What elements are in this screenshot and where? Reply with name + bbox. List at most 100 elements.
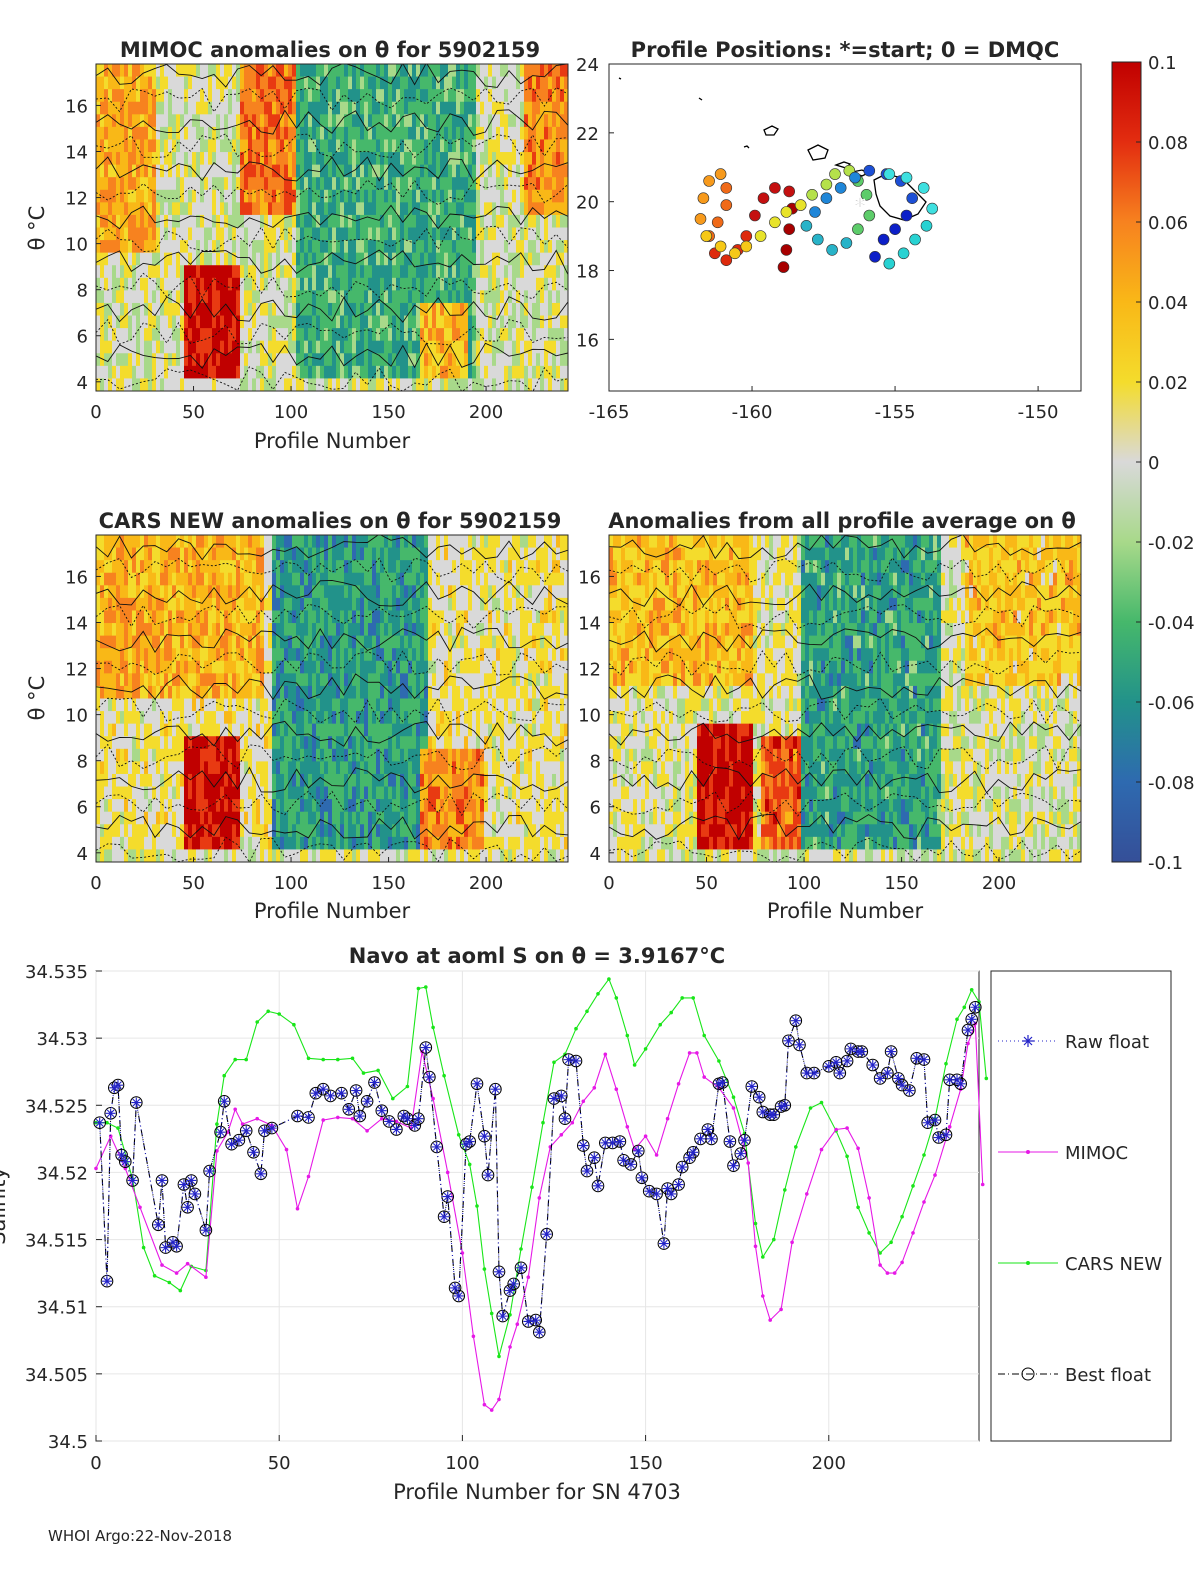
trajectory-marker	[781, 244, 792, 255]
x-tick-label: 150	[371, 402, 405, 423]
data-point	[725, 1137, 735, 1147]
data-point	[652, 1189, 662, 1199]
chart-y-tick-label: 34.525	[25, 1096, 88, 1117]
data-point	[688, 1051, 692, 1055]
data-point	[142, 1246, 146, 1250]
data-point	[922, 1153, 926, 1157]
trajectory-marker	[927, 203, 938, 214]
data-point	[527, 1275, 531, 1279]
data-point	[644, 1134, 648, 1138]
chart-y-tick-label: 34.52	[36, 1163, 88, 1184]
data-point	[255, 1117, 259, 1121]
positions-title: Profile Positions: *=start; 0 = DMQC	[631, 38, 1060, 62]
data-point	[509, 1279, 519, 1289]
data-point	[856, 1147, 860, 1151]
data-point	[490, 1084, 500, 1094]
y-tick-label: 6	[590, 798, 601, 819]
data-point	[948, 1125, 952, 1129]
trajectory-marker	[910, 234, 921, 245]
data-point	[442, 1074, 446, 1078]
data-point	[157, 1175, 167, 1185]
data-point	[677, 1082, 681, 1086]
trajectory-marker	[827, 244, 838, 255]
data-point	[626, 1125, 630, 1129]
data-point	[747, 1081, 757, 1091]
y-tick-label: 12	[65, 189, 88, 210]
data-point	[732, 1106, 736, 1110]
data-point	[615, 996, 619, 1000]
trajectory-marker	[807, 189, 818, 200]
trajectory-marker	[795, 200, 806, 211]
data-point	[296, 1207, 300, 1211]
mimoc-xlabel: Profile Number	[254, 429, 411, 453]
map-y-tick-label: 18	[576, 262, 599, 283]
data-point	[574, 1027, 578, 1031]
data-point	[479, 1131, 489, 1141]
map-y-tick-label: 16	[576, 330, 599, 351]
data-point	[424, 1072, 434, 1082]
data-point	[637, 1173, 647, 1183]
data-point	[702, 1034, 706, 1038]
data-point	[293, 1111, 303, 1121]
data-point	[431, 1097, 435, 1101]
trajectory-marker	[701, 231, 712, 242]
data-point	[95, 1118, 105, 1128]
trajectory-marker	[864, 165, 875, 176]
data-point	[911, 1231, 915, 1235]
data-point	[321, 1058, 325, 1062]
data-point	[607, 977, 611, 981]
data-point	[475, 1204, 479, 1208]
data-point	[160, 1263, 164, 1267]
legend-label: MIMOC	[1065, 1143, 1128, 1164]
data-point	[362, 1071, 366, 1075]
data-point	[204, 1275, 208, 1279]
y-tick-label: 16	[65, 96, 88, 117]
data-point	[677, 1162, 687, 1172]
data-point	[336, 1088, 346, 1098]
data-point	[571, 1121, 575, 1125]
data-point	[783, 1036, 793, 1046]
y-tick-label: 10	[65, 706, 88, 727]
data-point	[900, 1215, 904, 1219]
colorbar-tick-label: 0.08	[1148, 133, 1188, 154]
data-point	[443, 1192, 453, 1202]
data-point	[578, 1141, 588, 1151]
data-point	[215, 1122, 219, 1126]
y-tick-label: 4	[590, 844, 601, 865]
data-point	[468, 1163, 472, 1167]
data-point	[318, 1084, 328, 1094]
data-point	[94, 1167, 98, 1171]
y-tick-label: 10	[65, 235, 88, 256]
data-point	[608, 1138, 618, 1148]
legend-marker	[1026, 1150, 1030, 1154]
data-point	[963, 1006, 967, 1010]
data-point	[362, 1096, 372, 1106]
data-point	[893, 1271, 897, 1275]
data-point	[241, 1126, 251, 1136]
data-point	[538, 1196, 542, 1200]
data-point	[172, 1241, 182, 1251]
data-point	[768, 1318, 772, 1322]
allavg-heatmap	[609, 535, 1082, 863]
data-point	[791, 1016, 801, 1026]
data-point	[421, 1043, 431, 1053]
data-point	[571, 1056, 581, 1066]
trajectory-marker	[907, 193, 918, 204]
data-point	[911, 1184, 915, 1188]
trajectory-marker	[721, 182, 732, 193]
data-point	[365, 1129, 369, 1133]
colorbar-tick-label: 0.1	[1148, 53, 1177, 74]
colorbar-tick-label: -0.1	[1148, 853, 1183, 874]
data-point	[255, 1020, 259, 1024]
data-point	[490, 1312, 494, 1316]
data-point	[424, 985, 428, 989]
y-tick-label: 16	[65, 567, 88, 588]
colorbar: 0.10.080.060.040.020-0.02-0.04-0.06-0.08…	[1112, 53, 1195, 874]
data-point	[933, 1173, 937, 1177]
cars-xlabel: Profile Number	[254, 899, 411, 923]
data-point	[413, 1114, 423, 1124]
trajectory-marker	[830, 169, 841, 180]
trajectory-marker	[712, 217, 723, 228]
data-point	[376, 1069, 380, 1073]
